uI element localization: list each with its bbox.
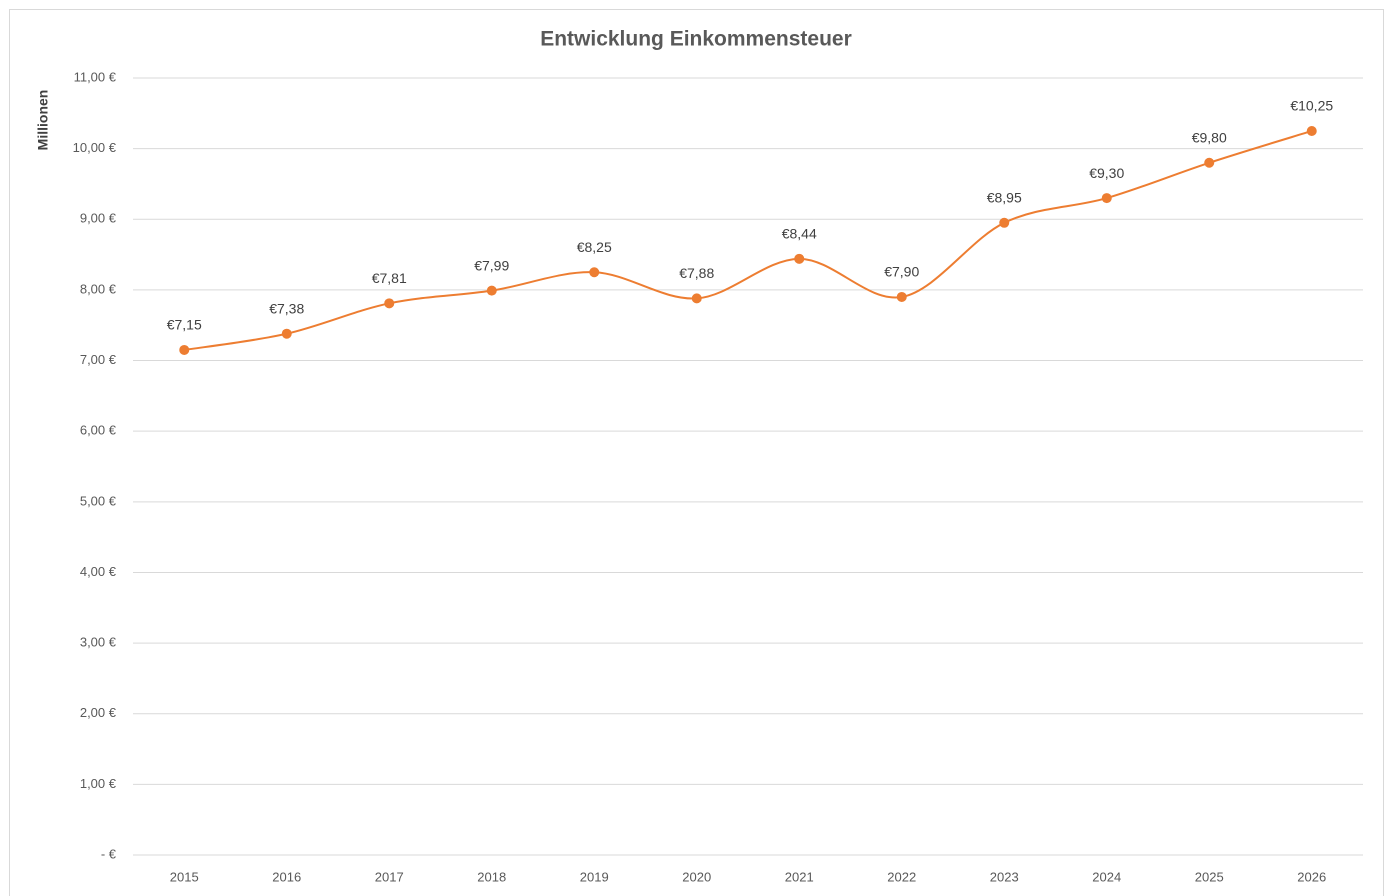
y-tick-label: 9,00 € [80,211,117,226]
data-label: €9,80 [1192,129,1227,145]
y-tick-label: - € [101,846,117,861]
x-tick-label: 2019 [580,869,609,884]
y-tick-label: 8,00 € [80,281,117,296]
line [184,130,1313,351]
x-tick-label: 2022 [887,869,916,884]
point [486,285,497,296]
x-tick-label: 2017 [375,869,404,884]
x-tick-label: 2020 [682,869,711,884]
y-tick-label: 2,00 € [80,705,117,720]
chart-border [9,9,1384,896]
x-tick-label: 2021 [785,869,814,884]
data-label: €7,90 [884,264,919,280]
data-label: €7,15 [167,317,202,333]
point [794,253,805,264]
y-tick-label: 6,00 € [80,423,117,438]
x-tick-label: 2023 [990,869,1019,884]
x-tick-label: 2016 [272,869,301,884]
x-tick-label: 2015 [170,869,199,884]
y-tick-label: 7,00 € [80,352,117,367]
data-label: €7,38 [269,300,304,316]
point [1204,157,1215,168]
chart-title: Entwicklung Einkommensteuer [540,28,852,51]
point [384,298,395,309]
y-tick-label: 5,00 € [80,493,117,508]
point [179,344,190,355]
data-label: €7,81 [372,270,407,286]
y-tick-label: 11,00 € [74,69,117,84]
data-label: €10,25 [1290,98,1333,114]
x-tick-label: 2026 [1297,869,1326,884]
data-label: €8,25 [577,239,612,255]
y-axis-label: Millionen [35,90,51,151]
x-tick-label: 2018 [477,869,506,884]
point [896,291,907,302]
x-tick-label: 2024 [1092,869,1121,884]
point [999,217,1010,228]
y-tick-label: 10,00 € [73,140,117,155]
data-label: €8,44 [782,226,817,242]
point [281,328,292,339]
data-label: €8,95 [987,190,1022,206]
y-tick-label: 4,00 € [80,564,117,579]
point [1101,193,1112,204]
y-tick-label: 3,00 € [80,635,117,650]
data-label: €9,30 [1089,165,1124,181]
point [691,293,702,304]
data-label: €7,88 [679,265,714,281]
point [1306,125,1317,136]
point [589,267,600,278]
y-tick-label: 1,00 € [80,776,117,791]
x-tick-label: 2025 [1195,869,1224,884]
data-label: €7,99 [474,257,509,273]
